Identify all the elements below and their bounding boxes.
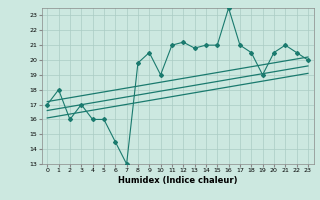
X-axis label: Humidex (Indice chaleur): Humidex (Indice chaleur) [118,176,237,185]
